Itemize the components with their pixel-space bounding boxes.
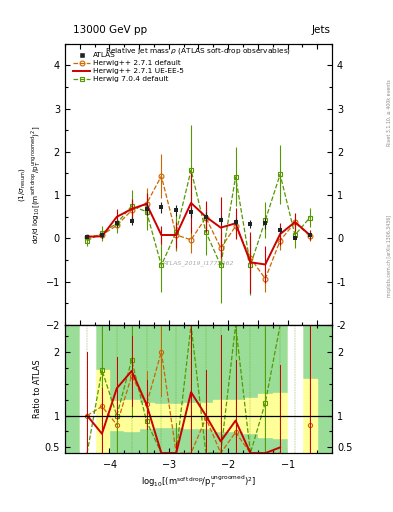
Text: 13000 GeV pp: 13000 GeV pp (73, 25, 147, 35)
Text: mcplots.cern.ch [arXiv:1306.3436]: mcplots.cern.ch [arXiv:1306.3436] (387, 215, 391, 297)
Y-axis label: Ratio to ATLAS: Ratio to ATLAS (33, 360, 42, 418)
Text: Jets: Jets (311, 25, 330, 35)
Y-axis label: $(1/\sigma_{\mathrm{resum}})$
d$\sigma$/d log$_{10}$[(m$^{\mathrm{soft\,drop}}$/: $(1/\sigma_{\mathrm{resum}})$ d$\sigma$/… (17, 125, 43, 244)
Legend: ATLAS, Herwig++ 2.7.1 default, Herwig++ 2.7.1 UE-EE-5, Herwig 7.0.4 default: ATLAS, Herwig++ 2.7.1 default, Herwig++ … (71, 50, 186, 84)
Text: Rivet 3.1.10, ≥ 400k events: Rivet 3.1.10, ≥ 400k events (387, 79, 391, 146)
Text: ATLAS_2019_I1772062: ATLAS_2019_I1772062 (163, 260, 234, 266)
X-axis label: log$_{10}$[(m$^{\mathrm{soft\,drop}}$/p$_T^{\mathrm{ungroomed}}$)$^2$]: log$_{10}$[(m$^{\mathrm{soft\,drop}}$/p$… (141, 474, 256, 490)
Text: Relative jet mass $\rho$ (ATLAS soft-drop observables): Relative jet mass $\rho$ (ATLAS soft-dro… (105, 47, 292, 56)
